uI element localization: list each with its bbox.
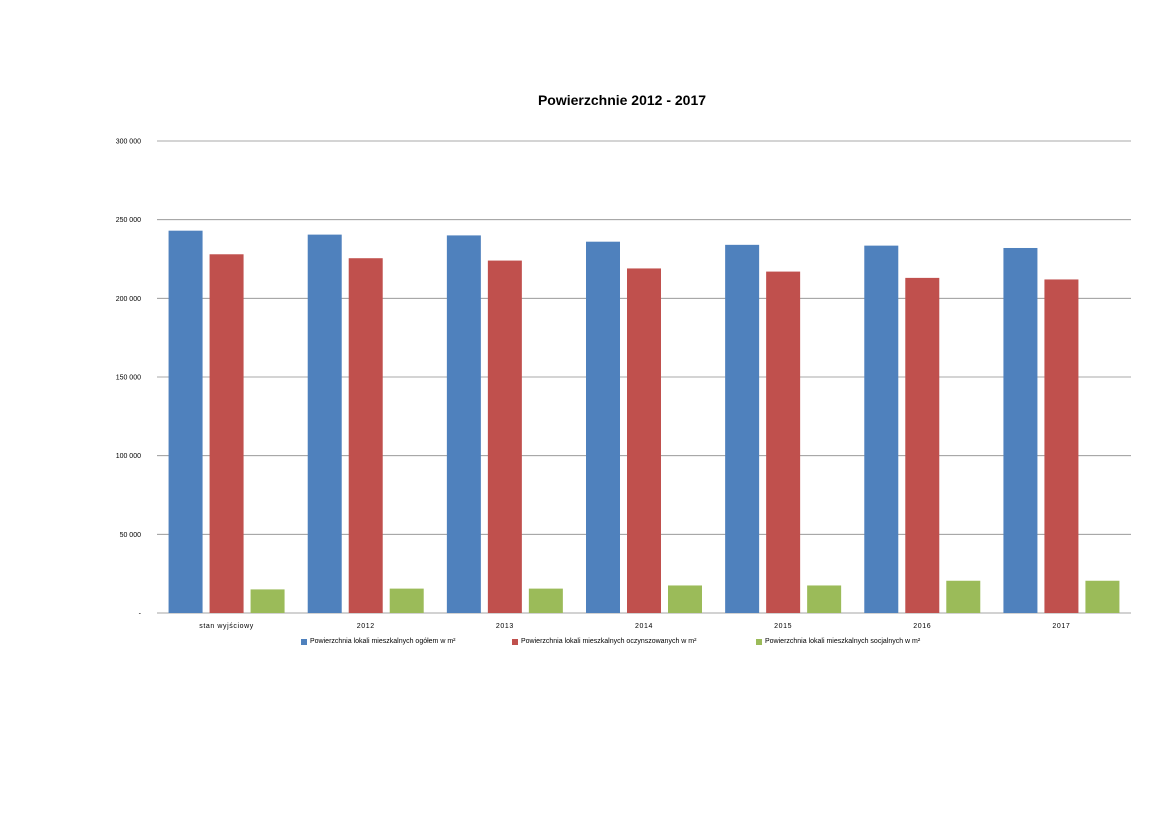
bar-series-1	[586, 241, 620, 613]
bar-series-1	[446, 235, 481, 613]
bar-series-3	[250, 589, 285, 613]
bar-series-3	[528, 588, 563, 613]
bar-series-3	[1085, 580, 1120, 613]
y-tick-label: 150 000	[116, 375, 141, 382]
bar-series-3	[807, 585, 842, 613]
x-tick-label: 2014	[635, 623, 653, 630]
bar-series-2	[627, 268, 661, 613]
legend-swatch	[301, 638, 307, 645]
y-tick-label: 50 000	[120, 532, 142, 539]
y-axis-tick-labels: - 50 000 100 000 150 000 200 000 250 000 300 0…	[116, 139, 142, 618]
bars	[168, 230, 1120, 614]
legend-item: Powierzchnia lokali mieszkalnych socjaln…	[756, 638, 920, 645]
x-tick-label: stan wyjściowy	[199, 623, 254, 630]
x-tick-label: 2016	[913, 623, 931, 630]
bar-series-2	[905, 277, 940, 613]
chart-title: Powierzchnie 2012 - 2017	[537, 92, 707, 108]
bar-series-1	[864, 245, 899, 614]
x-tick-label: 2017	[1052, 623, 1070, 630]
x-tick-label: 2012	[357, 623, 375, 630]
y-tick-label: -	[139, 611, 142, 618]
bar-series-2	[348, 258, 383, 613]
legend-swatch	[756, 638, 762, 645]
legend-item: Powierzchnia lokali mieszkalnych ogółem …	[301, 638, 456, 645]
bar-series-1	[307, 234, 342, 613]
bar-series-2	[487, 260, 522, 613]
bar-series-2	[1044, 279, 1079, 613]
legend-label: Powierzchnia lokali mieszkalnych ogółem …	[310, 638, 456, 645]
y-tick-label: 300 000	[116, 139, 141, 146]
y-tick-label: 100 000	[116, 453, 141, 460]
legend-swatch	[512, 638, 518, 645]
y-tick-label: 200 000	[116, 296, 141, 303]
legend-label: Powierzchnia lokali mieszkalnych oczynsz…	[521, 638, 697, 645]
legend-label: Powierzchnia lokali mieszkalnych socjaln…	[765, 638, 921, 645]
bar-series-3	[668, 585, 702, 613]
y-tick-label: 250 000	[116, 217, 141, 224]
x-tick-label: 2015	[774, 623, 792, 630]
x-axis-tick-labels: stan wyjściowy 2012 2013 2014 2015 2016 2017	[199, 623, 1070, 630]
bar-series-3	[946, 580, 981, 613]
x-tick-label: 2013	[496, 623, 514, 630]
bar-series-3	[389, 588, 424, 613]
legend: Powierzchnia lokali mieszkalnych ogółem …	[0, 638, 1169, 652]
bar-series-1	[168, 230, 203, 613]
bar-series-2	[209, 254, 244, 613]
legend-item: Powierzchnia lokali mieszkalnych oczynsz…	[512, 638, 696, 645]
bar-series-1	[725, 244, 760, 613]
bar-series-2	[766, 271, 801, 613]
bar-series-1	[1003, 247, 1038, 613]
